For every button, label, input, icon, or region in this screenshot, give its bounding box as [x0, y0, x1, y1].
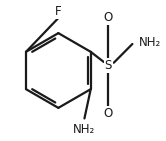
Text: O: O: [104, 11, 113, 24]
Text: O: O: [104, 107, 113, 120]
Text: S: S: [105, 59, 112, 72]
Text: F: F: [55, 5, 62, 18]
Text: NH₂: NH₂: [139, 36, 161, 49]
Text: NH₂: NH₂: [73, 123, 96, 136]
